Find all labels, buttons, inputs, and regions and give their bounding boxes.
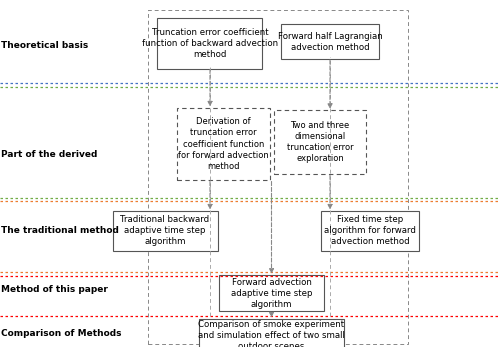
FancyBboxPatch shape [178,108,270,180]
Text: Theoretical basis: Theoretical basis [1,41,88,50]
FancyBboxPatch shape [321,211,418,251]
Text: Forward advection
adaptive time step
algorithm: Forward advection adaptive time step alg… [231,278,312,309]
Text: Comparison of smoke experiment
and simulation effect of two small
outdoor scenes: Comparison of smoke experiment and simul… [198,320,345,347]
Text: Fixed time step
algorithm for forward
advection method: Fixed time step algorithm for forward ad… [324,215,416,246]
Text: The traditional method: The traditional method [1,226,119,235]
Text: Derivation of
truncation error
coefficient function
for forward advection
method: Derivation of truncation error coefficie… [178,117,269,171]
FancyBboxPatch shape [274,110,366,175]
Text: Part of the derived: Part of the derived [1,150,98,159]
Text: Traditional backward
adaptive time step
algorithm: Traditional backward adaptive time step … [120,215,210,246]
Text: Method of this paper: Method of this paper [1,285,108,294]
FancyBboxPatch shape [199,319,344,347]
FancyBboxPatch shape [112,211,218,251]
FancyBboxPatch shape [281,24,379,59]
Text: Two and three
dimensional
truncation error
exploration: Two and three dimensional truncation err… [286,121,354,163]
Text: Forward half Lagrangian
advection method: Forward half Lagrangian advection method [278,32,382,52]
Text: Truncation error coefficient
function of backward advection
method: Truncation error coefficient function of… [142,28,278,59]
Text: Comparison of Methods: Comparison of Methods [1,329,122,338]
FancyBboxPatch shape [158,18,262,69]
FancyBboxPatch shape [219,275,324,312]
